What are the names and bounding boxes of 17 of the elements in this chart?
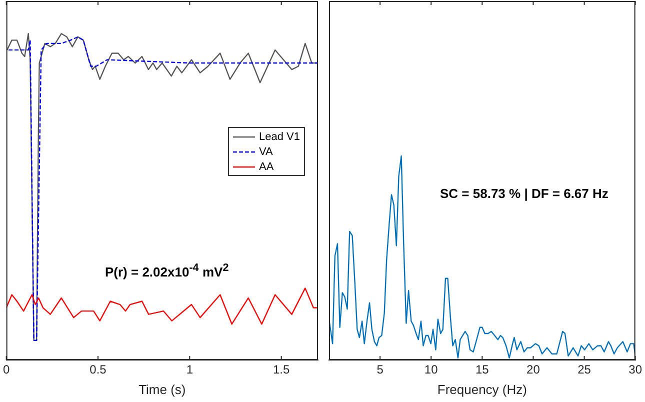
legend-label: VA — [259, 146, 273, 158]
x-tick-label: 30 — [628, 362, 642, 377]
x-tick-label: 15 — [475, 362, 490, 377]
annotation: SC = 58.73 % | DF = 6.67 Hz — [440, 186, 608, 201]
x-tick-label: 10 — [424, 362, 438, 377]
annotation: P(r) = 2.02x10$^{-4}$ mV$^{2}$ — [105, 262, 229, 280]
legend-label: Lead V1 — [259, 130, 300, 142]
x-tick-label: 20 — [526, 362, 540, 377]
x-tick-label: 0.5 — [90, 362, 107, 377]
x-tick-label: 1 — [186, 362, 194, 377]
x-tick-label: 25 — [578, 362, 592, 377]
x-axis-title: Time (s) — [138, 382, 186, 397]
x-axis-title: Frequency (Hz) — [437, 382, 527, 397]
x-tick-label: 1.5 — [272, 362, 290, 377]
legend-label: AA — [259, 160, 274, 172]
x-tick-label: 5 — [376, 362, 384, 377]
x-tick-label: 0 — [2, 362, 10, 377]
